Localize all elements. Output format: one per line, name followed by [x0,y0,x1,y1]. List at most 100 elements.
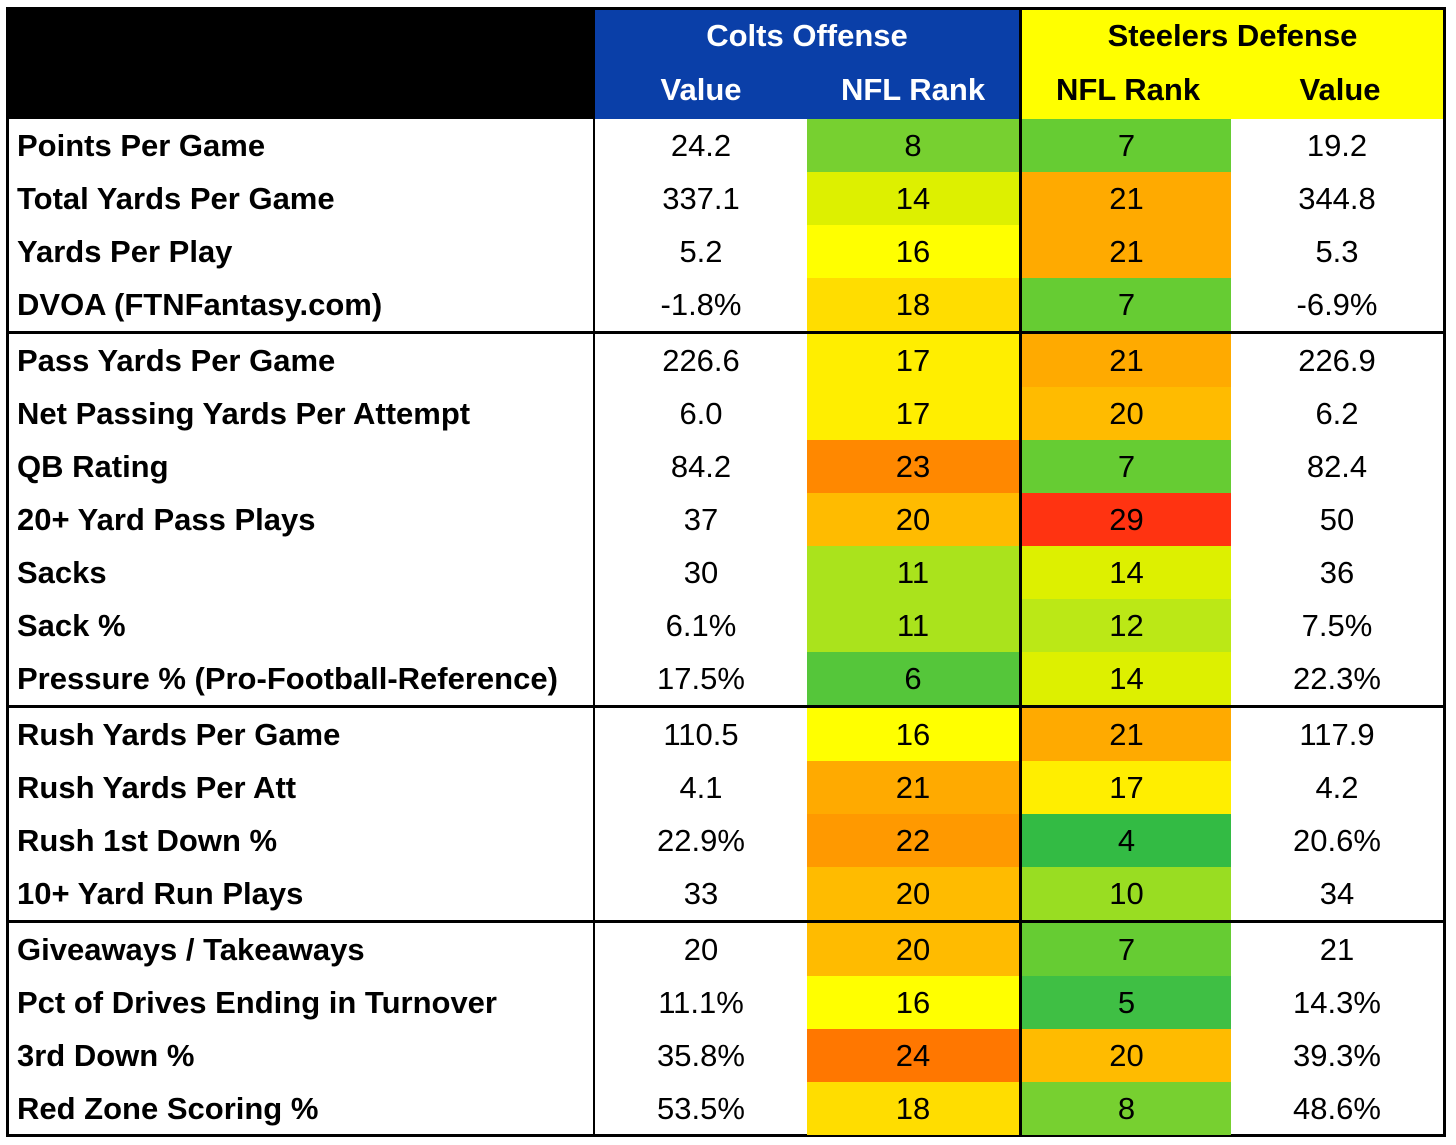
colts-rank-cell: 16 [807,708,1019,761]
colts-value-cell: 11.1% [658,984,744,1020]
colts-value-cell: 20 [683,931,719,967]
table-row: Pct of Drives Ending in Turnover 11.1% 16 5… [9,976,1443,1029]
steelers-rank-cell: 17 [1019,761,1231,814]
colts-value-cell: 5.2 [679,233,723,269]
steelers-rank-cell: 7 [1019,278,1231,331]
steelers-rank-cell: 7 [1019,119,1231,172]
colts-rank-cell: 20 [807,923,1019,976]
table-row: Sack % 6.1% 11 12 7.5% [9,599,1443,652]
colts-rank-cell: 14 [807,172,1019,225]
table-body: Points Per Game 24.2 8 7 19.2 Total Yards Per… [9,119,1443,1135]
colts-value-cell: 4.1 [679,769,723,805]
steelers-value-cell: 5.3 [1315,233,1359,269]
colts-rank-cell: 11 [807,546,1019,599]
colts-rank-cell: 8 [807,119,1019,172]
steelers-rank-cell: 21 [1019,225,1231,278]
steelers-rank-cell: 7 [1019,923,1231,976]
steelers-rank-cell: 4 [1019,814,1231,867]
steelers-value-cell: 48.6% [1293,1090,1381,1126]
colts-rank-cell: 24 [807,1029,1019,1082]
col-header-colts-rank: NFL Rank [840,72,986,107]
colts-rank-cell: 20 [807,867,1019,920]
header-steelers-defense: Steelers Defense NFL Rank Value [1019,10,1443,119]
steelers-value-cell: 4.2 [1315,769,1359,805]
steelers-value-cell: 226.9 [1298,342,1376,378]
steelers-value-cell: 22.3% [1293,660,1381,696]
table-row: Rush Yards Per Att 4.1 21 17 4.2 [9,761,1443,814]
stats-table: Colts Offense Value NFL Rank Steelers De… [6,7,1446,1137]
steelers-value-cell: 82.4 [1306,448,1368,484]
colts-value-cell: 6.0 [679,395,723,431]
row-label: Giveaways / Takeaways [9,923,595,976]
row-label: Pct of Drives Ending in Turnover [9,976,595,1029]
colts-rank-cell: 17 [807,387,1019,440]
colts-rank-cell: 6 [807,652,1019,705]
steelers-rank-cell: 14 [1019,652,1231,705]
colts-value-cell: 24.2 [670,127,732,163]
steelers-value-cell: 14.3% [1293,984,1381,1020]
colts-value-cell: 110.5 [663,716,739,752]
group-title-steelers: Steelers Defense [1107,18,1358,53]
row-label: 10+ Yard Run Plays [9,867,595,920]
steelers-value-cell: 20.6% [1293,822,1381,858]
table-row: QB Rating 84.2 23 7 82.4 [9,440,1443,493]
steelers-value-cell: 50 [1319,501,1355,537]
table-row: Total Yards Per Game 337.1 14 21 344.8 [9,172,1443,225]
row-label: Net Passing Yards Per Attempt [9,387,595,440]
steelers-value-cell: -6.9% [1296,286,1378,322]
steelers-value-cell: 19.2 [1306,127,1368,163]
colts-value-cell: 6.1% [665,607,737,643]
steelers-rank-cell: 20 [1019,1029,1231,1082]
colts-value-cell: -1.8% [660,286,742,322]
steelers-rank-cell: 5 [1019,976,1231,1029]
steelers-value-cell: 344.8 [1298,180,1376,216]
table-row: Yards Per Play 5.2 16 21 5.3 [9,225,1443,278]
colts-rank-cell: 18 [807,278,1019,331]
colts-value-cell: 17.5% [657,660,745,696]
row-label: Points Per Game [9,119,595,172]
steelers-rank-cell: 12 [1019,599,1231,652]
colts-rank-cell: 23 [807,440,1019,493]
header-colts-offense: Colts Offense Value NFL Rank [595,10,1019,119]
table-row: DVOA (FTNFantasy.com) -1.8% 18 7 -6.9% [9,278,1443,331]
steelers-rank-cell: 21 [1019,708,1231,761]
colts-value-cell: 84.2 [670,448,732,484]
colts-rank-cell: 16 [807,225,1019,278]
row-label: Red Zone Scoring % [9,1082,595,1135]
colts-value-cell: 226.6 [662,342,740,378]
table-row: 20+ Yard Pass Plays 37 20 29 50 [9,493,1443,546]
row-label: Rush Yards Per Att [9,761,595,814]
colts-rank-cell: 21 [807,761,1019,814]
colts-rank-cell: 17 [807,334,1019,387]
row-label: Total Yards Per Game [9,172,595,225]
colts-value-cell: 30 [683,554,719,590]
row-label: Yards Per Play [9,225,595,278]
row-label: Rush Yards Per Game [9,708,595,761]
steelers-value-cell: 7.5% [1301,607,1373,643]
row-label: Pressure % (Pro-Football-Reference) [9,652,595,705]
table-row: Net Passing Yards Per Attempt 6.0 17 20 6.2 [9,387,1443,440]
steelers-value-cell: 39.3% [1293,1037,1381,1073]
steelers-rank-cell: 29 [1019,493,1231,546]
steelers-rank-cell: 8 [1019,1082,1231,1135]
row-label: Rush 1st Down % [9,814,595,867]
col-header-colts-value: Value [660,72,742,107]
header-blank [9,10,595,119]
table-row: Pressure % (Pro-Football-Reference) 17.5%… [9,652,1443,705]
colts-rank-cell: 11 [807,599,1019,652]
table-row: Rush 1st Down % 22.9% 22 4 20.6% [9,814,1443,867]
steelers-value-cell: 21 [1319,931,1355,967]
table-row: Points Per Game 24.2 8 7 19.2 [9,119,1443,172]
table-row: Giveaways / Takeaways 20 20 7 21 [9,920,1443,976]
row-label: Sacks [9,546,595,599]
table-row: Rush Yards Per Game 110.5 16 21 117.9 [9,705,1443,761]
steelers-rank-cell: 21 [1019,334,1231,387]
colts-rank-cell: 18 [807,1082,1019,1135]
steelers-value-cell: 117.9 [1299,716,1375,752]
row-label: QB Rating [9,440,595,493]
steelers-value-cell: 34 [1319,875,1355,911]
colts-value-cell: 37 [683,501,719,537]
colts-value-cell: 53.5% [657,1090,745,1126]
steelers-rank-cell: 14 [1019,546,1231,599]
col-header-steelers-value: Value [1299,72,1381,107]
